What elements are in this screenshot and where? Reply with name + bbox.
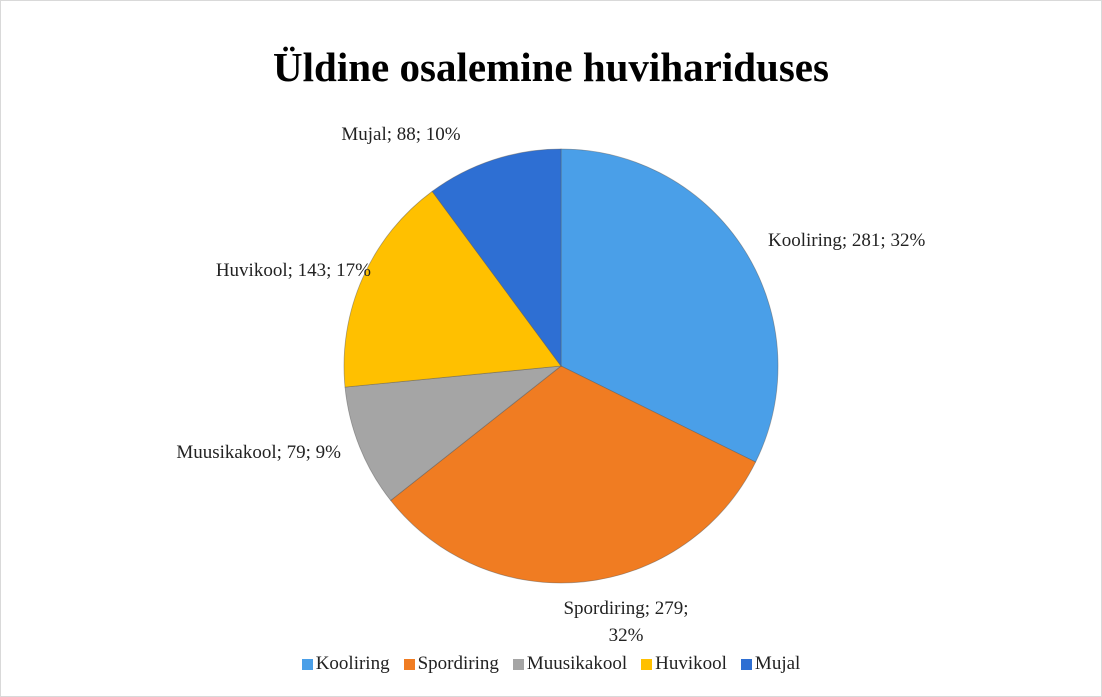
chart-title: Üldine osalemine huvihariduses bbox=[273, 44, 829, 90]
legend-swatch bbox=[512, 658, 524, 670]
legend-swatch bbox=[403, 658, 415, 670]
legend: Kooliring Spordiring Muusikakool Huvikool Mu… bbox=[1, 653, 1101, 675]
legend-swatch bbox=[740, 658, 752, 670]
legend-label: Mujal bbox=[754, 653, 801, 674]
legend-item: Muusikakool bbox=[512, 653, 628, 675]
pie-slice bbox=[343, 190, 562, 388]
pie-slice bbox=[560, 148, 779, 463]
pie-slice bbox=[431, 148, 562, 368]
data-label: Kooliring; 281; 32% bbox=[768, 230, 926, 251]
pie-slice bbox=[344, 365, 563, 501]
pie-slice bbox=[390, 365, 757, 584]
legend-label: Spordiring bbox=[417, 653, 499, 674]
data-label: Huvikool; 143; 17% bbox=[215, 260, 371, 281]
legend-swatch bbox=[641, 658, 653, 670]
data-label: Muusikakool; 79; 9% bbox=[176, 442, 341, 463]
legend-swatch bbox=[301, 658, 313, 670]
data-label: Mujal; 88; 10% bbox=[341, 124, 461, 145]
legend-item: Huvikool bbox=[641, 653, 727, 675]
legend-item: Spordiring bbox=[403, 653, 499, 675]
data-label: Spordiring; 279; 32% bbox=[563, 598, 689, 646]
legend-label: Muusikakool bbox=[526, 653, 628, 674]
legend-label: Huvikool bbox=[655, 653, 727, 674]
legend-item: Mujal bbox=[740, 653, 801, 675]
legend-label: Kooliring bbox=[315, 653, 390, 674]
legend-item: Kooliring bbox=[301, 653, 390, 675]
